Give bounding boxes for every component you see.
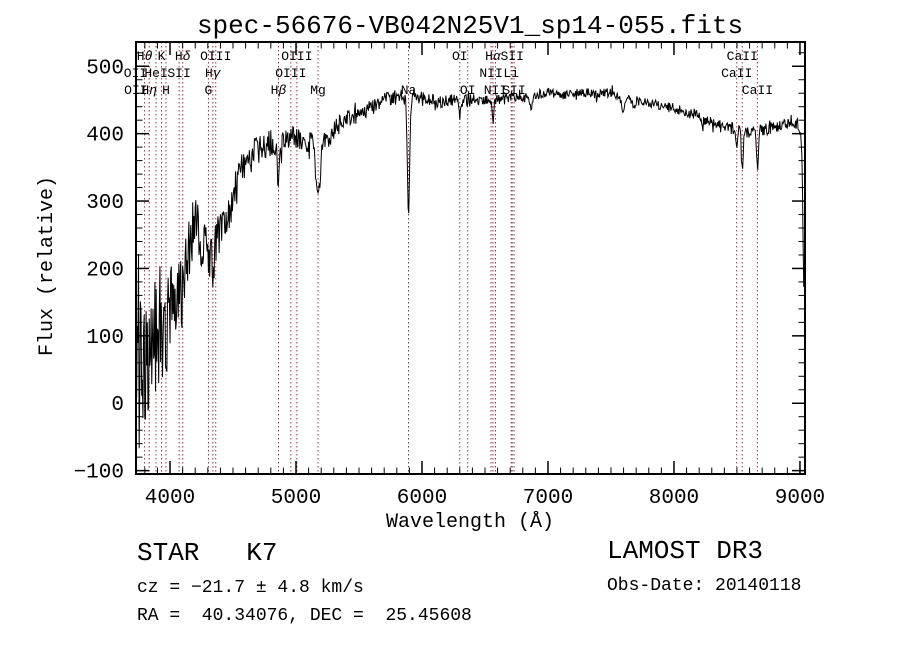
y-tick-label: 200 <box>86 259 124 282</box>
spectral-line-label: H <box>162 83 170 98</box>
spectral-line-label: HeI <box>144 66 167 81</box>
spectral-line-label: Hδ <box>175 49 191 64</box>
spectral-line-label: OIII <box>200 49 231 64</box>
spectrum-trace <box>136 85 805 449</box>
y-tick-label: −100 <box>74 462 124 485</box>
x-tick-label: 8000 <box>649 487 699 510</box>
spectral-line-label: Hα <box>485 49 502 64</box>
y-tick-label: 100 <box>86 327 124 350</box>
x-axis-title: Wavelength (Å) <box>386 511 554 534</box>
spectral-line-label: G <box>205 83 213 98</box>
y-tick-label: 0 <box>111 394 124 417</box>
cz-value: cz = −21.7 ± 4.8 km/s <box>137 578 364 598</box>
axis-tick-labels: 4000 5000 6000 7000 8000 9000 −100 0 100 200 300 40… <box>74 57 826 510</box>
spectral-line-label: CaII <box>721 66 752 81</box>
spectral-line-label: OIII <box>275 66 306 81</box>
y-axis-title: Flux (relative) <box>36 176 59 356</box>
x-tick-label: 4000 <box>145 487 195 510</box>
y-tick-label: 400 <box>86 125 124 148</box>
plot-title: spec-56676-VB042N25V1_sp14-055.fits <box>197 11 743 41</box>
spectral-line-label: K <box>158 49 166 64</box>
spectral-line-label: Hβ <box>271 83 287 98</box>
spectral-line-label: OIII <box>281 49 312 64</box>
y-tick-label: 300 <box>86 192 124 215</box>
x-tick-label: 7000 <box>523 487 573 510</box>
object-class-label: STAR K7 <box>137 538 277 568</box>
spectral-line-label: Li <box>503 66 519 81</box>
y-tick-label: 500 <box>86 57 124 80</box>
spectral-line-label: SII <box>502 83 525 98</box>
x-tick-label: 6000 <box>397 487 447 510</box>
spectral-line-label: SII <box>167 66 190 81</box>
x-tick-label: 9000 <box>775 487 825 510</box>
spectral-line-label: CaII <box>742 83 773 98</box>
obs-date-label: Obs-Date: 20140118 <box>607 576 801 596</box>
spectral-line-label: NII <box>479 66 502 81</box>
spectral-line-label: CaII <box>727 49 758 64</box>
axis-ticks <box>136 42 805 474</box>
spectral-line-label: Mg <box>310 83 326 98</box>
spectral-line-label: Hθ <box>137 49 153 64</box>
spectral-line-label: OI <box>460 83 476 98</box>
spectral-line-label: Na <box>401 83 417 98</box>
spectral-line-label: OI <box>452 49 468 64</box>
x-tick-label: 5000 <box>271 487 321 510</box>
survey-label: LAMOST DR3 <box>607 536 763 566</box>
spectral-line-label: Hη <box>141 83 157 98</box>
spectral-line-label: NII <box>484 83 507 98</box>
spectral-line-label: Hγ <box>205 66 222 81</box>
plot-frame <box>135 41 806 475</box>
spectral-line-label: SII <box>500 49 523 64</box>
ra-dec-value: RA = 40.34076, DEC = 25.45608 <box>137 606 472 626</box>
